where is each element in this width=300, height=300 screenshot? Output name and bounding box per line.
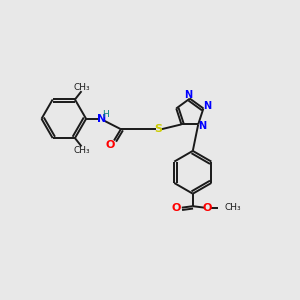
Text: O: O [106, 140, 115, 150]
Text: CH₃: CH₃ [73, 146, 90, 155]
Text: O: O [202, 203, 212, 213]
Text: H: H [102, 110, 109, 119]
Text: CH₃: CH₃ [224, 203, 241, 212]
Text: CH₃: CH₃ [73, 82, 90, 91]
Text: S: S [154, 124, 163, 134]
Text: N: N [97, 114, 106, 124]
Text: N: N [198, 121, 206, 131]
Text: N: N [203, 101, 211, 111]
Text: O: O [172, 203, 181, 213]
Text: N: N [184, 90, 192, 100]
